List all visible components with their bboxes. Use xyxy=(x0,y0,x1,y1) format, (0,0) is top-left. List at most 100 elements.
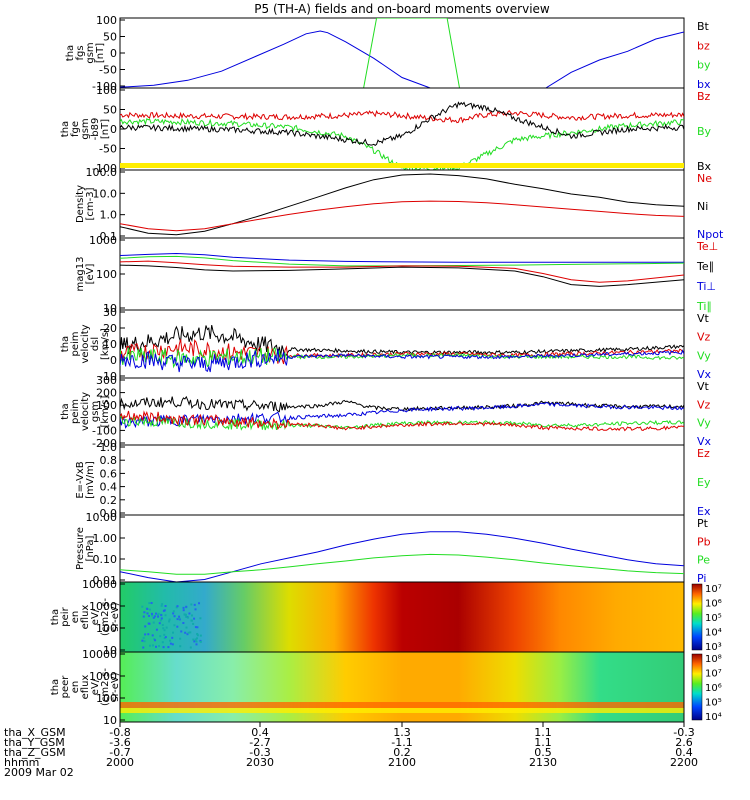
heatmap-speck xyxy=(189,631,192,634)
y-axis-label: eflux xyxy=(80,675,91,700)
x-row-value: 2.6 xyxy=(675,736,693,749)
x-row-value: 2200 xyxy=(670,756,698,769)
heatmap-speck xyxy=(195,637,198,640)
colorbar-tick-label: 10⁷ xyxy=(705,669,722,680)
y-axis-label: peim xyxy=(70,331,81,356)
heatmap-speck xyxy=(151,644,154,647)
heatmap-speck xyxy=(194,608,197,611)
legend-entry: Te∥ xyxy=(696,260,714,273)
heatmap-speck xyxy=(183,613,186,616)
legend-entry: by xyxy=(697,59,711,72)
y-tick-label: 0.0 xyxy=(100,507,118,520)
heatmap-speck xyxy=(198,602,201,605)
x-row-value: -1.1 xyxy=(391,736,412,749)
y-tick-label: 10.0 xyxy=(93,187,118,200)
heatmap-speck xyxy=(180,630,183,633)
colorbar-tick-label: 10⁶ xyxy=(705,683,722,694)
heatmap-speck xyxy=(160,614,163,617)
heatmap-speck xyxy=(159,635,162,638)
y-axis-label: fge xyxy=(70,121,81,137)
panel-peer: 10⁸ 10⁷ 10⁶ 10⁵ 10⁴ 10000 1000 100 10 tha peer en ef… xyxy=(50,648,722,727)
y-tick-label: 0.2 xyxy=(100,494,118,507)
legend-entry: Pt xyxy=(697,517,709,530)
y-tick-label: 100 xyxy=(96,622,117,635)
heatmap-image xyxy=(120,582,684,652)
x-row-value: -2.7 xyxy=(249,736,270,749)
heatmap-speck xyxy=(148,608,151,611)
y-tick-label: 100.0 xyxy=(86,166,118,179)
x-row-value: 1.1 xyxy=(534,736,552,749)
heatmap-speck xyxy=(182,622,185,625)
heatmap-speck xyxy=(156,613,159,616)
heatmap-speck xyxy=(176,618,179,621)
heatmap-speck xyxy=(163,609,166,612)
series-line-Ti⊥ xyxy=(120,252,684,263)
y-tick-label: 1000 xyxy=(89,670,117,683)
legend-entry: Vy xyxy=(697,349,711,362)
date-label: 2009 Mar 02 xyxy=(4,766,74,779)
y-tick-label: -10 xyxy=(99,370,117,383)
heatmap-speck xyxy=(154,615,157,618)
y-axis-label: [cm-3] xyxy=(85,187,96,220)
legend-entry: Ex xyxy=(697,505,711,518)
heatmap-speck xyxy=(164,636,167,639)
heatmap-speck xyxy=(147,622,150,625)
heatmap-speck xyxy=(144,633,147,636)
heatmap-speck xyxy=(168,618,171,621)
heatmap-speck xyxy=(199,617,202,620)
panel-density: 100.0 10.0 1.0 0.1 Density [cm-3] Ne Ni Npot xyxy=(75,166,724,243)
heatmap-speck xyxy=(143,611,146,614)
y-tick-label: 1.00 xyxy=(93,532,118,545)
panel-fgs: 100 50 0 -50 -100 tha fgs gsm [nT] Bt bz by bx xyxy=(65,14,711,93)
y-tick-label: 20 xyxy=(103,322,117,335)
y-tick-label: 0 xyxy=(110,47,117,60)
legend-entry: Bz xyxy=(697,90,711,103)
heatmap-speck xyxy=(147,633,150,636)
heatmap-speck xyxy=(153,638,156,641)
colorbar xyxy=(691,583,703,651)
heatmap-speck xyxy=(185,615,188,618)
heatmap-speck xyxy=(163,637,166,640)
heatmap-speck xyxy=(179,637,182,640)
heatmap-speck xyxy=(189,646,192,649)
y-axis-label: gsm xyxy=(85,42,96,63)
y-tick-label: 100 xyxy=(96,268,117,281)
y-tick-label: 1.0 xyxy=(100,441,118,454)
heatmap-speck xyxy=(193,640,196,643)
heatmap-speck xyxy=(172,612,175,615)
series-line-Te∥ xyxy=(120,264,684,287)
series-line-Vx xyxy=(120,348,684,373)
heatmap-speck xyxy=(185,605,188,608)
y-tick-label: 0 xyxy=(110,123,117,136)
heatmap-speck xyxy=(142,646,145,649)
panel-frame xyxy=(119,309,685,379)
heatmap-speck xyxy=(150,602,153,605)
heatmap-speck xyxy=(176,625,179,628)
series-line-Vy xyxy=(120,414,684,431)
colorbar-tick-label: 10⁴ xyxy=(705,712,722,723)
heatmap-speck xyxy=(142,636,145,639)
y-tick-label: 10000 xyxy=(82,578,117,591)
legend-entry: Ti∥ xyxy=(696,300,712,313)
heatmap-speck xyxy=(178,615,181,618)
figure-title: P5 (TH-A) fields and on-board moments ov… xyxy=(254,2,550,16)
heatmap-speck xyxy=(150,612,153,615)
series-line-Ne xyxy=(120,200,684,232)
y-axis-label: tha xyxy=(60,336,71,352)
legend-entry: Bx xyxy=(697,160,712,173)
heatmap-speck xyxy=(187,631,190,634)
legend-entry: Pe xyxy=(697,554,710,567)
heatmap-speck xyxy=(155,612,158,615)
legend-entry: Ti⊥ xyxy=(696,280,716,293)
panel-peir: 10⁷ 10⁶ 10⁵ 10⁴ 10³ 10000 1000 100 10 tha peir en ef… xyxy=(50,578,722,657)
series-line-Vy xyxy=(120,347,684,369)
panel-mag: 1000 100 10 mag13 [eV] Te⊥ Te∥ Ti⊥ Ti∥ xyxy=(75,234,718,315)
heatmap-speck xyxy=(172,631,175,634)
y-axis-label: [nT] xyxy=(95,43,106,63)
heatmap-speck xyxy=(151,614,154,617)
y-tick-label: 100 xyxy=(96,84,117,97)
heatmap-speck xyxy=(176,605,179,608)
heatmap-speck xyxy=(196,634,199,637)
panel-frame xyxy=(119,169,685,239)
